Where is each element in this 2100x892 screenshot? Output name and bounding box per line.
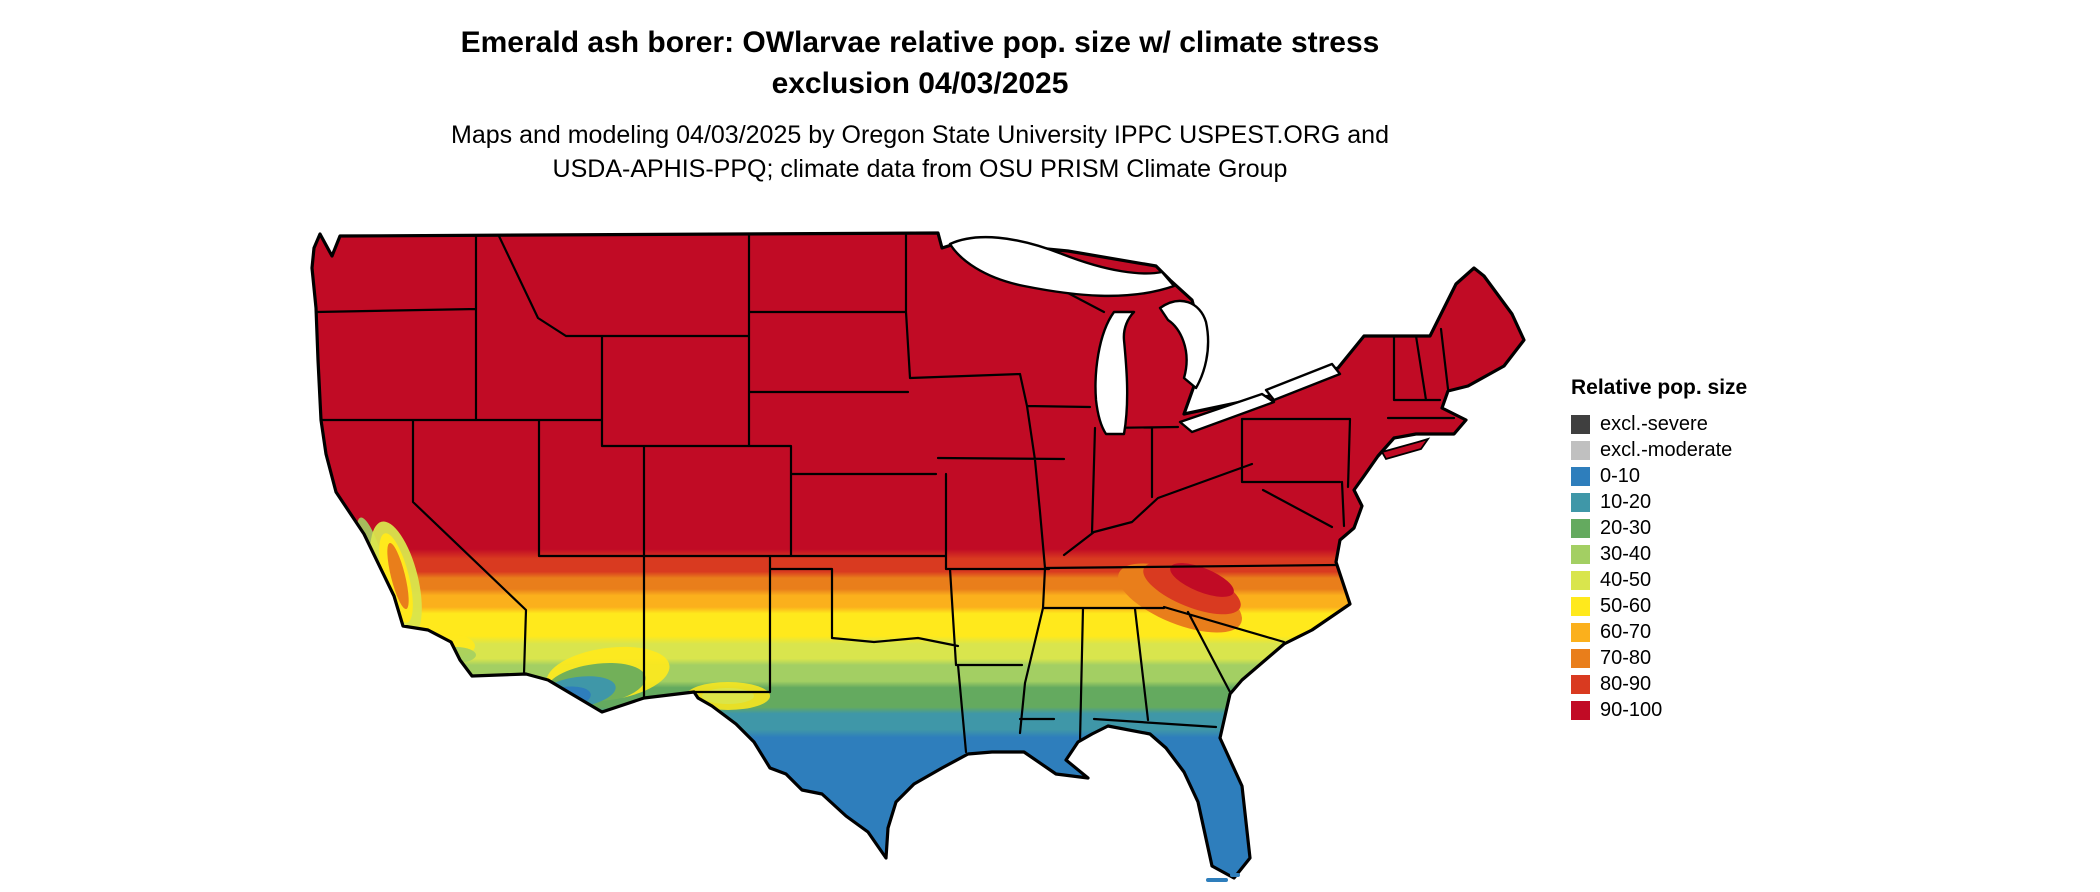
legend-label: 90-100 (1600, 699, 1663, 721)
legend-item: 80-90 (1571, 671, 1871, 697)
map-title: Emerald ash borer: OWlarvae relative pop… (0, 22, 1840, 104)
map-area (308, 228, 1528, 884)
legend-swatch (1571, 700, 1590, 720)
florida-keys-2 (1230, 873, 1240, 877)
legend-item: 90-100 (1571, 697, 1871, 723)
map-subtitle-line1: Maps and modeling 04/03/2025 by Oregon S… (451, 121, 1389, 149)
legend-swatch (1571, 466, 1590, 486)
map-title-line1: Emerald ash borer: OWlarvae relative pop… (460, 26, 1380, 59)
lake-michigan (1094, 310, 1136, 436)
legend-item: 20-30 (1571, 515, 1871, 541)
legend-swatch (1571, 648, 1590, 668)
map-subtitle: Maps and modeling 04/03/2025 by Oregon S… (0, 118, 1840, 186)
legend-item: 30-40 (1571, 541, 1871, 567)
legend-label: 30-40 (1600, 543, 1652, 565)
legend-swatch (1571, 518, 1590, 538)
legend-title: Relative pop. size (1571, 376, 1748, 399)
lake-ontario (1264, 362, 1342, 402)
legend-label: 20-30 (1600, 517, 1652, 539)
lake-superior (948, 235, 1176, 298)
legend-item: excl.-severe (1571, 411, 1871, 437)
legend-item: 60-70 (1571, 619, 1871, 645)
legend-item: excl.-moderate (1571, 437, 1871, 463)
legend-label: 50-60 (1600, 595, 1652, 617)
florida-keys (1206, 878, 1228, 882)
legend-swatch (1571, 440, 1590, 460)
legend-swatch (1571, 414, 1590, 434)
map-title-line2: exclusion 04/03/2025 (771, 67, 1069, 100)
legend-item: 50-60 (1571, 593, 1871, 619)
legend-item: 40-50 (1571, 567, 1871, 593)
legend-label: 40-50 (1600, 569, 1652, 591)
legend-item: 0-10 (1571, 463, 1871, 489)
legend: Relative pop. size excl.-severe excl.-mo… (1571, 376, 1871, 723)
central-valley-core (387, 542, 409, 610)
legend-item: 10-20 (1571, 489, 1871, 515)
legend-swatch (1571, 544, 1590, 564)
legend-label: 60-70 (1600, 621, 1652, 643)
legend-item: 70-80 (1571, 645, 1871, 671)
legend-label: 80-90 (1600, 673, 1652, 695)
rio-grande-patch-2 (702, 688, 754, 704)
long-island (1380, 437, 1431, 461)
appalachia-deep-red (1170, 563, 1234, 597)
legend-label: 10-20 (1600, 491, 1652, 513)
us-map (310, 231, 1526, 882)
legend-label: 0-10 (1600, 465, 1641, 487)
legend-swatch (1571, 622, 1590, 642)
great-lakes (948, 235, 1342, 436)
legend-label: 70-80 (1600, 647, 1652, 669)
legend-label: excl.-moderate (1600, 439, 1733, 461)
legend-label: excl.-severe (1600, 413, 1708, 435)
legend-swatch (1571, 492, 1590, 512)
legend-swatch (1571, 596, 1590, 616)
lake-erie (1178, 392, 1276, 434)
lake-huron (1158, 299, 1210, 390)
state-borders (314, 233, 1456, 754)
legend-swatch (1571, 570, 1590, 590)
legend-swatch (1571, 674, 1590, 694)
map-subtitle-line2: USDA-APHIS-PPQ; climate data from OSU PR… (552, 155, 1288, 183)
